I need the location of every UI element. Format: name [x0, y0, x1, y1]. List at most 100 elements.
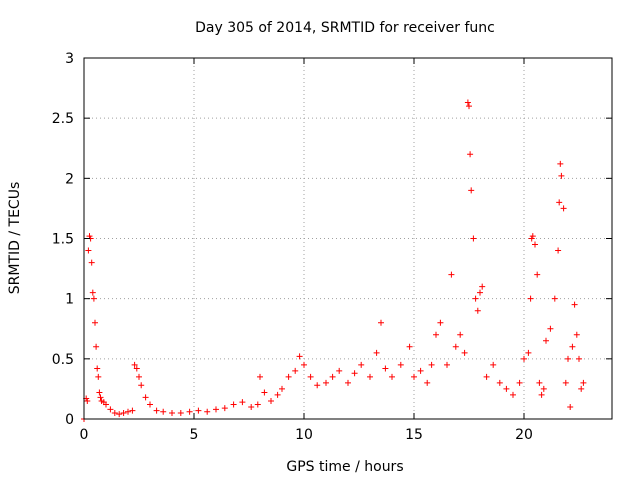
data-point	[464, 99, 471, 106]
data-point	[534, 271, 541, 278]
data-point	[94, 365, 101, 372]
data-point	[367, 373, 373, 380]
data-point	[84, 397, 91, 404]
data-point	[578, 385, 585, 392]
data-point	[345, 379, 351, 386]
data-point	[452, 343, 459, 350]
data-point	[323, 379, 329, 386]
data-point	[558, 172, 565, 179]
y-axis-label: SRMTID / TECUs	[7, 182, 23, 295]
x-tick-label: 0	[80, 427, 89, 443]
data-point	[268, 397, 274, 404]
data-point	[565, 355, 571, 362]
data-point	[204, 408, 211, 415]
x-tick-label: 5	[190, 427, 199, 443]
data-point	[307, 373, 314, 380]
data-point	[254, 401, 261, 408]
data-point	[406, 343, 413, 350]
data-point	[479, 283, 486, 290]
data-point	[529, 233, 536, 240]
data-point	[274, 391, 281, 398]
y-tick-label: 2.5	[52, 111, 74, 127]
data-point	[503, 385, 510, 392]
data-point	[411, 373, 417, 380]
data-point	[543, 337, 549, 344]
data-point	[424, 379, 431, 386]
data-point	[195, 407, 202, 414]
data-point	[147, 401, 153, 408]
data-point	[142, 394, 149, 401]
chart-title: Day 305 of 2014, SRMTID for receiver fun…	[195, 20, 495, 36]
data-point	[107, 406, 114, 413]
data-point	[540, 385, 547, 392]
data-point	[301, 361, 307, 368]
data-point	[417, 367, 424, 374]
data-point	[467, 151, 474, 158]
data-point	[444, 361, 450, 368]
data-point	[329, 373, 336, 380]
data-point	[186, 408, 193, 415]
axis-ticks	[83, 57, 612, 420]
data-point	[89, 289, 96, 296]
data-point	[336, 367, 343, 374]
x-axis-label: GPS time / hours	[286, 459, 403, 475]
data-point	[292, 367, 299, 374]
data-point	[90, 295, 97, 302]
data-point	[373, 349, 380, 356]
data-point	[296, 353, 303, 360]
data-point	[314, 382, 321, 389]
data-point	[580, 379, 587, 386]
data-point	[96, 389, 103, 396]
data-point	[138, 382, 145, 389]
data-point	[576, 355, 582, 362]
data-point	[428, 361, 435, 368]
y-tick-label: 3	[65, 51, 74, 67]
data-point	[169, 409, 175, 416]
data-point	[136, 373, 142, 380]
data-point	[153, 407, 160, 414]
data-point	[525, 349, 532, 356]
data-point	[527, 295, 534, 302]
data-point	[248, 403, 255, 410]
data-point	[551, 295, 558, 302]
data-point	[382, 365, 389, 372]
data-point	[573, 331, 580, 338]
data-point	[557, 160, 564, 167]
y-tick-label: 1	[65, 292, 74, 308]
data-point	[103, 401, 109, 408]
data-point	[470, 235, 477, 242]
data-point	[120, 409, 127, 416]
y-tick-label: 2	[65, 171, 74, 187]
y-tick-label: 1.5	[52, 232, 74, 248]
data-point	[555, 247, 562, 254]
data-point	[474, 307, 481, 314]
data-point	[437, 319, 444, 326]
tick-labels: 0 5 10 15 20 0 0.5 1 1.5 2 2.5 3	[52, 51, 533, 443]
data-point	[129, 407, 136, 414]
data-point	[389, 373, 395, 380]
data-point	[510, 391, 516, 398]
data-point	[92, 319, 98, 326]
data-point	[472, 295, 479, 302]
data-point	[521, 355, 527, 362]
data-point	[448, 271, 455, 278]
data-point	[496, 379, 503, 386]
data-point	[397, 361, 404, 368]
data-point	[567, 403, 574, 410]
data-point	[433, 331, 439, 338]
data-point	[461, 349, 468, 356]
data-point	[536, 379, 543, 386]
y-tick-label: 0.5	[52, 352, 74, 368]
data-point	[285, 373, 292, 380]
data-point	[125, 408, 131, 415]
data-point	[97, 394, 104, 401]
data-point	[490, 361, 497, 368]
data-point	[279, 385, 285, 392]
data-point	[516, 379, 523, 386]
x-tick-label: 20	[515, 427, 533, 443]
data-point	[257, 373, 263, 380]
data-point	[358, 361, 365, 368]
data-point	[133, 365, 140, 372]
data-point	[569, 343, 576, 350]
